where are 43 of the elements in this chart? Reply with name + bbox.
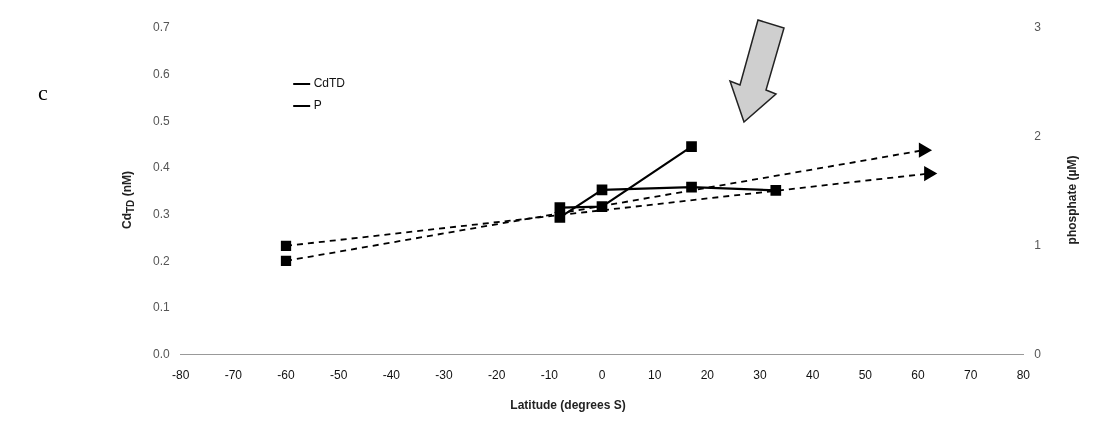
y-tick-label: 0.7: [152, 20, 170, 35]
y-tick-label: 0.4: [152, 160, 170, 175]
x-tick-label: -80: [172, 368, 190, 383]
x-tick-label: -10: [540, 368, 559, 383]
y-tick-label: 0.5: [152, 113, 170, 128]
point: [596, 201, 608, 212]
legend-label: P: [313, 98, 322, 113]
y2-tick-label: 0: [1034, 346, 1042, 361]
x-tick-label: 80: [1016, 368, 1031, 383]
x-tick-label: 0: [598, 368, 606, 383]
y-tick-label: 0.1: [152, 300, 170, 315]
y2-tick-label: 2: [1034, 129, 1042, 144]
x-tick-label: -70: [224, 368, 243, 383]
x-tick-label: -50: [330, 368, 348, 383]
y-tick-label: 0.3: [152, 206, 170, 221]
point: [280, 240, 292, 252]
point: [280, 255, 292, 266]
point: [596, 184, 608, 196]
x-tick-label: 20: [700, 368, 715, 383]
text: c: [38, 80, 48, 106]
x-tick-label: 60: [911, 368, 925, 383]
x-axis-title: Latitude (degrees S): [509, 398, 627, 412]
y-tick-label: 0.6: [152, 66, 170, 81]
point: [686, 141, 697, 153]
x-tick-label: 10: [647, 368, 662, 383]
x-tick-label: -30: [435, 368, 454, 383]
x-tick-label: 50: [858, 368, 873, 383]
x-tick-label: -40: [382, 368, 401, 383]
y2-tick-label: 3: [1034, 20, 1042, 35]
legend-label: CdTD: [313, 76, 346, 91]
point: [554, 202, 566, 213]
y2-tick-label: 1: [1034, 238, 1042, 253]
y-tick-label: 0.0: [152, 346, 170, 361]
x-tick-label: -20: [488, 368, 506, 383]
point: [554, 212, 566, 223]
x-tick-label: 70: [963, 368, 978, 383]
point: [770, 185, 782, 196]
y-tick-label: 0.2: [152, 253, 170, 268]
y2-axis-title: phosphate (µM): [1065, 155, 1079, 245]
point: [686, 181, 697, 193]
x-tick-label: 40: [805, 368, 820, 383]
x-tick-label: 30: [753, 368, 767, 383]
x-tick-label: -60: [277, 368, 296, 383]
